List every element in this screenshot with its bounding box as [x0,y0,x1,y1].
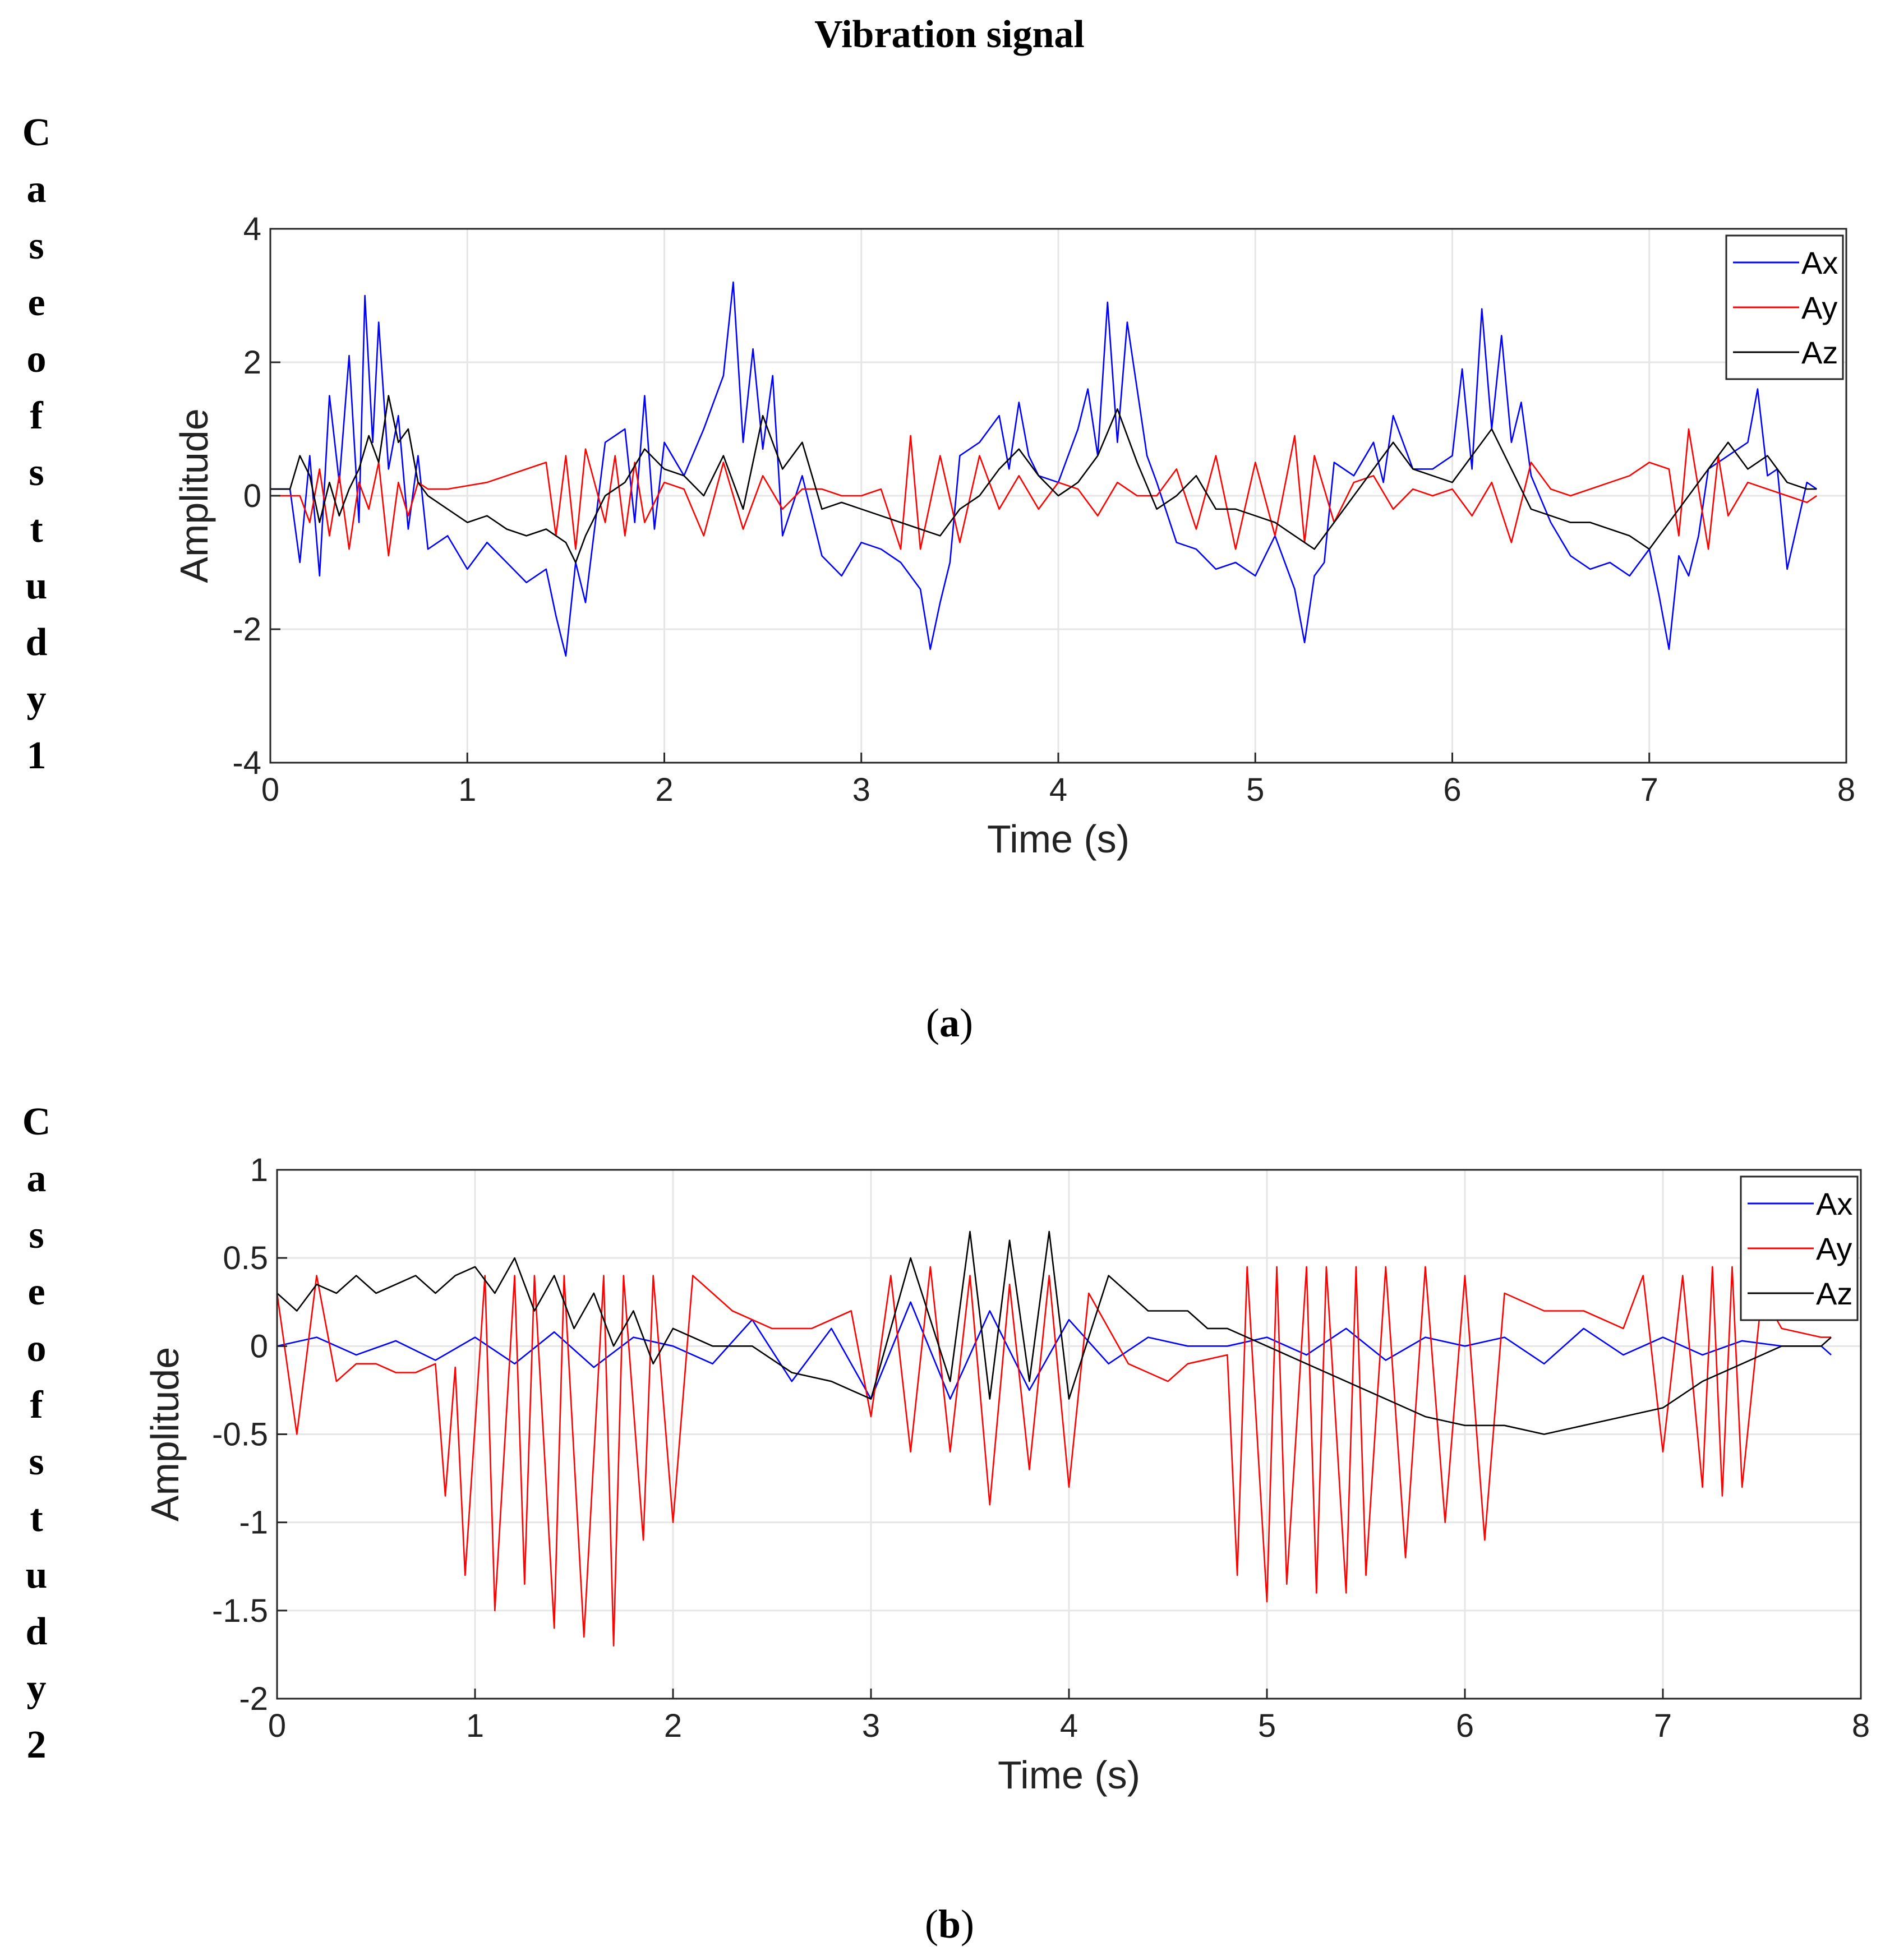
y-tick-label: -2 [239,1681,268,1717]
x-tick-label: 8 [1837,772,1855,808]
legend: Ax Ay Az [1725,234,1844,380]
x-tick-label: 4 [1049,772,1067,808]
legend-label-ay: Ay [1801,290,1837,325]
caption-a-letter: a [939,1000,960,1045]
x-axis-label: Time (s) [998,1753,1140,1797]
case-label-char: s [29,224,44,268]
x-tick-label: 5 [1258,1708,1276,1744]
y-tick-label: -2 [232,611,261,648]
x-tick-label: 7 [1640,772,1658,808]
case-label-char: o [26,1327,47,1370]
x-tick-label: 7 [1654,1708,1672,1744]
y-tick-label: -4 [232,745,261,781]
case-label-char: y [26,1667,47,1710]
y-tick-label: 2 [243,344,261,381]
y-tick-label: -1.5 [212,1593,268,1629]
caption-b-open: ( [924,1902,938,1947]
x-tick-label: 0 [261,772,279,808]
x-tick-label: 1 [466,1708,484,1744]
x-tick-label: 1 [458,772,476,808]
caption-b: (b) [0,1901,1899,1948]
case-label-char: d [25,621,48,664]
case-label-char: a [26,1157,47,1200]
y-tick-label: -0.5 [212,1417,268,1453]
legend-label-az: Az [1816,1276,1852,1311]
caption-b-close: ) [961,1902,974,1947]
x-tick-label: 3 [862,1708,880,1744]
series-line-az [270,395,1817,564]
legend-label-ax: Ax [1816,1186,1852,1221]
x-tick-label: 2 [664,1708,682,1744]
x-tick-label: 5 [1246,772,1264,808]
chart-case-study-1: 0 1 2 3 4 5 6 7 8 -4 -2 0 2 4 Time (s) Amplitude Ax Ay Az [172,211,1855,861]
series-group [276,1230,1832,1647]
legend-label-ax: Ax [1801,245,1838,280]
series-group [270,281,1818,657]
case-label-char: C [22,111,51,154]
case-label-char: t [30,508,43,551]
case-label-char: e [27,1270,45,1313]
caption-a-close: ) [960,1000,973,1045]
y-tick-label: 4 [243,211,261,247]
case-label-char: u [25,1553,48,1597]
case-label-char: f [30,1383,43,1427]
series-line-ax [270,281,1818,657]
case-label-char: s [29,451,44,494]
legend-label-az: Az [1801,335,1838,370]
legend: Ax Ay Az [1740,1175,1859,1321]
x-tick-label: 3 [852,772,870,808]
case-label-char: y [26,677,47,721]
caption-b-letter: b [938,1902,961,1947]
case-label-char: C [22,1100,51,1143]
x-tick-label: 0 [268,1708,286,1744]
x-tick-label: 2 [655,772,673,808]
series-line-az [276,1230,1832,1435]
y-tick-label: 0.5 [223,1240,268,1276]
x-tick-label: 6 [1443,772,1461,808]
x-tick-label: 8 [1852,1708,1870,1744]
y-tick-label: 1 [250,1152,268,1188]
case-label-char: a [26,168,47,211]
case-label-char: e [27,281,45,324]
x-axis-label: Time (s) [987,817,1130,861]
y-axis-label: Amplitude [143,1347,187,1521]
legend-label-ay: Ay [1816,1231,1852,1266]
y-tick-label: 0 [243,478,261,514]
y-tick-label: -1 [239,1505,268,1541]
case-label-char: s [29,1440,44,1483]
caption-a: (a) [0,1000,1899,1046]
case-label-char: 1 [26,734,47,777]
x-tick-label: 6 [1456,1708,1474,1744]
page-title: Vibration signal [814,13,1085,56]
series-line-ay [270,428,1818,557]
case-label-char: s [29,1214,44,1257]
x-tick-label: 4 [1060,1708,1078,1744]
y-axis-label: Amplitude [172,408,216,583]
case-label-char: f [30,394,43,437]
series-line-ax [276,1301,1832,1400]
chart-case-study-2: 0 1 2 3 4 5 6 7 8 -2 -1.5 -1 -0.5 0 0.5 1 Time (s) Amplit… [143,1152,1870,1797]
case-label-char: d [25,1610,48,1653]
case-label-char: o [26,338,47,381]
y-tick-label: 0 [250,1328,268,1364]
case-label-char: u [25,564,48,607]
caption-a-open: ( [926,1000,939,1045]
series-line-ay [276,1266,1831,1647]
case-label-char: 2 [26,1723,47,1767]
case-label-char: t [30,1497,43,1540]
